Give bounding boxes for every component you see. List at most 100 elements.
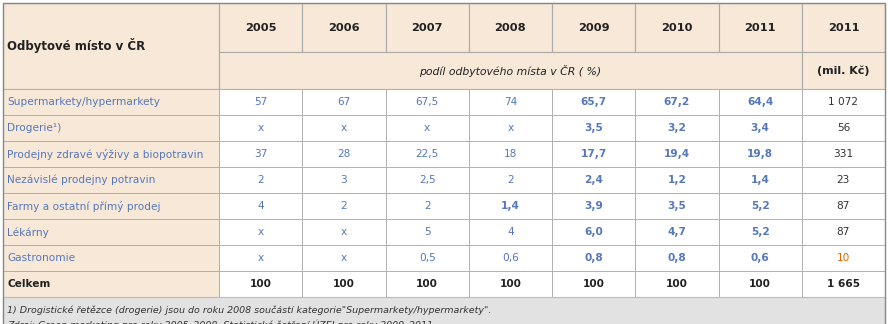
Text: 65,7: 65,7 [581, 97, 607, 107]
Text: 2: 2 [258, 175, 264, 185]
Text: x: x [258, 253, 264, 263]
Bar [469, 219, 552, 245]
Bar [802, 141, 885, 167]
Bar [219, 115, 302, 141]
Bar [552, 3, 635, 52]
Text: 5: 5 [424, 227, 431, 237]
Bar [469, 115, 552, 141]
Bar [3, 115, 219, 141]
Text: 0,5: 0,5 [419, 253, 435, 263]
Bar [219, 52, 802, 89]
Text: 67,2: 67,2 [663, 97, 690, 107]
Text: 2,5: 2,5 [419, 175, 435, 185]
Bar [469, 245, 552, 272]
Text: 4,7: 4,7 [668, 227, 686, 237]
Bar [219, 193, 302, 219]
Bar [385, 167, 469, 193]
Text: 1 665: 1 665 [827, 279, 860, 289]
Bar [3, 219, 219, 245]
Bar [802, 219, 885, 245]
Text: 23: 23 [836, 175, 850, 185]
Text: 57: 57 [254, 97, 267, 107]
Bar [385, 115, 469, 141]
Text: 1 072: 1 072 [829, 97, 859, 107]
Bar [385, 89, 469, 115]
Text: 3,2: 3,2 [668, 123, 686, 133]
Text: 2: 2 [424, 201, 431, 211]
Bar [469, 141, 552, 167]
Text: 17,7: 17,7 [581, 149, 607, 159]
Bar [802, 52, 885, 89]
Bar [718, 193, 802, 219]
Bar [552, 219, 635, 245]
Bar [552, 245, 635, 272]
Bar [802, 193, 885, 219]
Text: Odbytové místo v ČR: Odbytové místo v ČR [7, 39, 146, 53]
Text: 87: 87 [836, 201, 850, 211]
Bar [3, 272, 219, 297]
Text: Gastronomie: Gastronomie [7, 253, 75, 263]
Bar [718, 245, 802, 272]
Text: Nezávislé prodejny potravin: Nezávislé prodejny potravin [7, 175, 155, 185]
Bar [718, 141, 802, 167]
Text: 87: 87 [836, 227, 850, 237]
Bar [635, 167, 718, 193]
Bar [385, 219, 469, 245]
Bar [552, 115, 635, 141]
Bar [635, 141, 718, 167]
Text: 56: 56 [836, 123, 850, 133]
Text: 10: 10 [836, 253, 850, 263]
Bar [552, 167, 635, 193]
Text: 2011: 2011 [828, 23, 859, 33]
Text: 100: 100 [749, 279, 771, 289]
Bar [302, 3, 385, 52]
Text: 1,4: 1,4 [750, 175, 770, 185]
Bar [802, 245, 885, 272]
Text: 5,2: 5,2 [750, 227, 770, 237]
Bar [302, 141, 385, 167]
Text: 100: 100 [416, 279, 438, 289]
Text: 0,6: 0,6 [502, 253, 519, 263]
Bar [302, 89, 385, 115]
Bar [469, 193, 552, 219]
Text: 2009: 2009 [578, 23, 609, 33]
Text: 0,8: 0,8 [668, 253, 686, 263]
Text: 4: 4 [258, 201, 264, 211]
Text: 5,2: 5,2 [750, 201, 770, 211]
Text: x: x [341, 227, 347, 237]
Bar [802, 3, 885, 52]
Text: 2: 2 [507, 175, 513, 185]
Text: 100: 100 [333, 279, 355, 289]
Text: x: x [507, 123, 513, 133]
Bar [385, 245, 469, 272]
Text: Drogerie¹): Drogerie¹) [7, 123, 61, 133]
Bar [635, 3, 718, 52]
Text: 3: 3 [340, 175, 347, 185]
Bar [302, 272, 385, 297]
Bar [219, 219, 302, 245]
Bar [3, 245, 219, 272]
Text: 28: 28 [337, 149, 351, 159]
Text: Zdroj: Green marketing pro roky 2005–2008, Statistické šetření ÚZEI pro roky 200: Zdroj: Green marketing pro roky 2005–200… [7, 319, 432, 324]
Bar [302, 167, 385, 193]
Text: 3,9: 3,9 [584, 201, 603, 211]
Text: 74: 74 [503, 97, 517, 107]
Bar [219, 141, 302, 167]
Bar [219, 245, 302, 272]
Text: podíl odbytového místa v ČR ( %): podíl odbytového místa v ČR ( %) [419, 64, 601, 76]
Bar [635, 115, 718, 141]
Text: 19,8: 19,8 [747, 149, 773, 159]
Bar [552, 89, 635, 115]
Text: x: x [341, 253, 347, 263]
Bar [302, 115, 385, 141]
Bar [635, 193, 718, 219]
Text: x: x [424, 123, 431, 133]
Text: Celkem: Celkem [7, 279, 51, 289]
Bar [718, 272, 802, 297]
Text: 1,4: 1,4 [501, 201, 519, 211]
Text: 100: 100 [666, 279, 688, 289]
Bar [302, 245, 385, 272]
Text: 67: 67 [337, 97, 351, 107]
Text: 100: 100 [583, 279, 605, 289]
Bar [469, 167, 552, 193]
